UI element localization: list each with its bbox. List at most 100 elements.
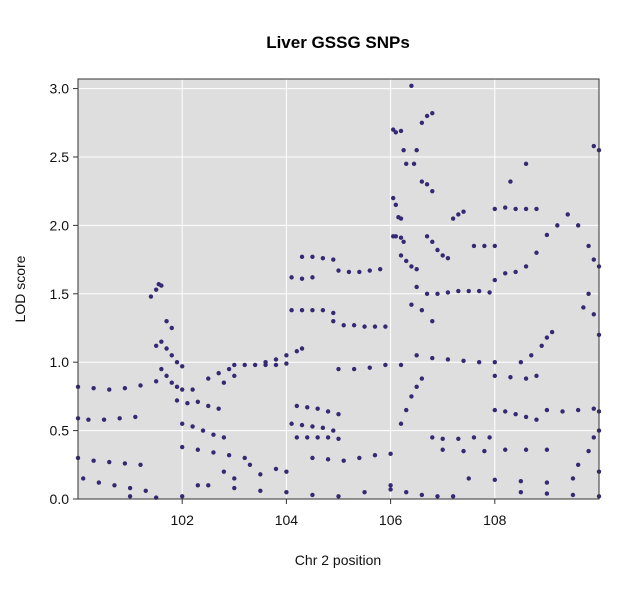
snp-point — [200, 428, 206, 433]
snp-point — [289, 308, 294, 313]
snp-point — [315, 406, 320, 411]
snp-point — [331, 310, 336, 316]
snp-point — [206, 376, 211, 381]
snp-point — [388, 451, 393, 457]
snp-point — [247, 462, 253, 467]
snp-point — [404, 489, 409, 495]
snp-point — [180, 494, 185, 499]
snp-point — [401, 239, 406, 245]
grid-lines — [78, 79, 599, 500]
snp-point — [299, 308, 305, 313]
snp-point — [206, 403, 211, 409]
snp-point — [336, 411, 341, 417]
snp-point — [591, 312, 596, 317]
snp-point — [185, 401, 190, 406]
snp-point — [211, 450, 216, 455]
snp-point — [471, 435, 477, 440]
snp-point — [534, 206, 539, 212]
snp-point — [424, 291, 430, 296]
snp-point — [591, 257, 596, 262]
snp-point — [591, 406, 596, 411]
snp-point — [398, 362, 404, 368]
snp-point — [523, 206, 529, 212]
snp-point — [91, 385, 96, 391]
snp-point — [430, 355, 435, 361]
snp-point — [221, 469, 227, 474]
snp-point — [284, 361, 289, 366]
snp-point — [575, 223, 581, 228]
snp-point — [112, 483, 117, 488]
snp-point — [226, 453, 232, 458]
snp-point — [461, 358, 466, 364]
snp-point — [153, 287, 159, 292]
snp-point — [523, 414, 529, 420]
snp-point — [492, 477, 497, 483]
snp-point — [404, 258, 409, 264]
snp-point — [174, 384, 180, 390]
data-points — [75, 83, 602, 500]
snp-point — [169, 353, 174, 358]
snp-point — [409, 302, 414, 307]
snp-point — [195, 483, 201, 488]
snp-point — [216, 406, 221, 411]
snp-point — [461, 448, 466, 454]
snp-point — [190, 424, 195, 429]
snp-point — [305, 405, 310, 410]
snp-point — [122, 461, 128, 466]
snp-point — [169, 380, 174, 385]
snp-point — [362, 324, 367, 329]
y-tick-label: 2.5 — [50, 149, 70, 165]
snp-point — [456, 436, 461, 442]
snp-point — [523, 161, 529, 167]
snp-point — [414, 147, 419, 153]
snp-point — [544, 407, 550, 413]
snp-point — [372, 324, 378, 329]
snp-point — [398, 128, 404, 134]
snp-point — [424, 234, 430, 239]
snp-point — [419, 492, 425, 498]
snp-point — [549, 329, 555, 335]
snp-point — [445, 256, 451, 261]
snp-point — [555, 223, 560, 228]
snp-point — [591, 143, 596, 149]
snp-point — [523, 447, 529, 452]
snp-point — [96, 480, 102, 485]
snp-point — [591, 435, 596, 440]
snp-point — [398, 235, 404, 240]
snp-point — [424, 113, 430, 119]
snp-point — [544, 447, 550, 452]
snp-point — [299, 276, 305, 281]
snp-point — [398, 216, 404, 221]
snp-point — [440, 253, 445, 258]
snp-point — [232, 362, 237, 368]
snp-point — [476, 288, 482, 294]
snp-point — [331, 257, 336, 262]
snp-point — [294, 403, 300, 409]
snp-point — [487, 290, 492, 295]
snp-point — [534, 373, 539, 379]
snp-point — [586, 291, 591, 296]
snp-point — [450, 216, 456, 221]
snp-point — [523, 376, 529, 381]
snp-point — [586, 243, 591, 249]
snp-point — [391, 195, 396, 201]
snp-point — [377, 266, 383, 272]
snp-point — [117, 416, 122, 421]
snp-point — [466, 288, 471, 294]
y-tick-label: 1.5 — [50, 286, 70, 302]
snp-point — [164, 318, 169, 324]
snp-point — [299, 254, 305, 260]
snp-point — [320, 425, 326, 431]
snp-point — [325, 409, 331, 414]
y-tick-label: 0.0 — [50, 491, 70, 507]
snp-point — [471, 243, 477, 249]
snp-point — [414, 266, 419, 272]
snp-point — [409, 83, 414, 89]
snp-point — [461, 209, 466, 214]
y-tick-label: 2.0 — [50, 217, 70, 233]
snp-point — [325, 457, 331, 462]
plot-border — [77, 78, 600, 500]
snp-point — [180, 444, 185, 450]
snp-point — [91, 458, 96, 463]
snp-point — [159, 283, 164, 288]
